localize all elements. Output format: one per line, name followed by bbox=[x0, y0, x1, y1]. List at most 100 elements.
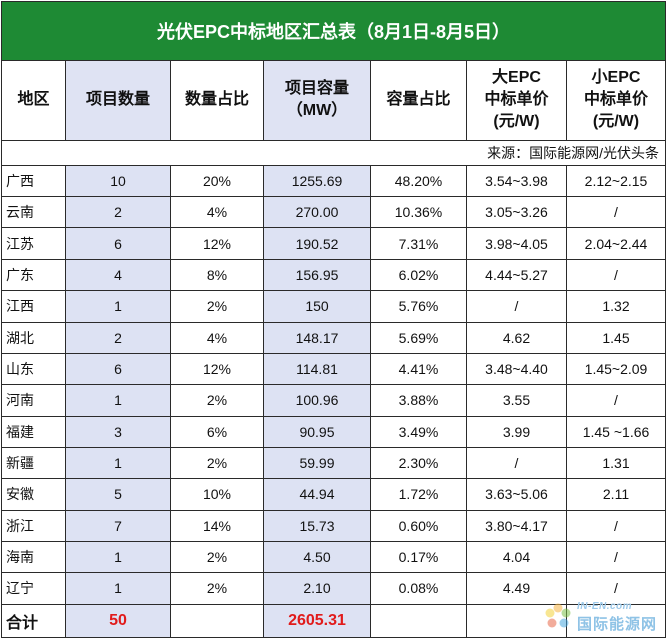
total-small-epc bbox=[566, 603, 666, 639]
header-region: 地区 bbox=[1, 59, 66, 141]
total-label: 合计 bbox=[1, 603, 66, 639]
table-row: 河南 1 2% 100.96 3.88% 3.55/ bbox=[1, 384, 666, 417]
capacity-cell: 270.00 bbox=[263, 196, 371, 229]
count-pct-cell: 12% bbox=[170, 352, 264, 386]
cap-pct-cell: 2.30% bbox=[370, 446, 467, 480]
region-cell: 海南 bbox=[1, 540, 66, 574]
table-title: 光伏EPC中标地区汇总表（8月1日-8月5日） bbox=[1, 1, 666, 61]
small-epc-price-cell: / bbox=[566, 509, 666, 542]
big-epc-price-cell: 4.49 bbox=[466, 572, 567, 605]
count-cell: 6 bbox=[65, 227, 171, 260]
count-cell: 1 bbox=[65, 446, 171, 480]
cap-pct-cell: 4.41% bbox=[370, 352, 467, 386]
small-epc-price-cell: 2.12~2.15 bbox=[566, 164, 666, 198]
capacity-cell: 100.96 bbox=[263, 384, 371, 417]
cap-pct-cell: 10.36% bbox=[370, 196, 467, 229]
cap-pct-cell: 3.88% bbox=[370, 384, 467, 417]
count-cell: 2 bbox=[65, 321, 171, 354]
count-cell: 3 bbox=[65, 415, 171, 448]
header-small-epc-line3: (元/W) bbox=[592, 113, 640, 131]
header-capacity-line2: （MW） bbox=[286, 102, 348, 120]
capacity-cell: 59.99 bbox=[263, 446, 371, 480]
small-epc-price-cell: 1.45 ~1.66 bbox=[566, 415, 666, 448]
header-big-epc-line3: (元/W) bbox=[493, 113, 540, 131]
big-epc-price-cell: 4.44~5.27 bbox=[466, 258, 567, 292]
count-cell: 1 bbox=[65, 290, 171, 323]
cap-pct-cell: 3.49% bbox=[370, 415, 467, 448]
cap-pct-cell: 6.02% bbox=[370, 258, 467, 292]
small-epc-price-cell: / bbox=[566, 258, 666, 292]
source-note: 来源：国际能源网/光伏头条 bbox=[1, 139, 666, 166]
count-pct-cell: 4% bbox=[170, 196, 264, 229]
header-small-epc-line1: 小EPC bbox=[591, 69, 641, 87]
small-epc-price-cell: 2.11 bbox=[566, 478, 666, 511]
big-epc-price-cell: 3.05~3.26 bbox=[466, 196, 567, 229]
region-cell: 湖北 bbox=[1, 321, 66, 354]
count-cell: 2 bbox=[65, 196, 171, 229]
cap-pct-cell: 1.72% bbox=[370, 478, 467, 511]
small-epc-price-cell: / bbox=[566, 384, 666, 417]
region-cell: 河南 bbox=[1, 384, 66, 417]
watermark: IN-EN.com 国际能源网 bbox=[543, 600, 661, 634]
header-big-epc-line1: 大EPC bbox=[492, 69, 541, 87]
region-cell: 辽宁 bbox=[1, 572, 66, 605]
big-epc-price-cell: 3.98~4.05 bbox=[466, 227, 567, 260]
big-epc-price-cell: / bbox=[466, 446, 567, 480]
region-cell: 新疆 bbox=[1, 446, 66, 480]
header-big-epc-line2: 中标单价 bbox=[484, 91, 549, 109]
count-pct-cell: 12% bbox=[170, 227, 264, 260]
cap-pct-cell: 5.76% bbox=[370, 290, 467, 323]
cap-pct-cell: 0.08% bbox=[370, 572, 467, 605]
big-epc-price-cell: 3.63~5.06 bbox=[466, 478, 567, 511]
capacity-cell: 114.81 bbox=[263, 352, 371, 386]
table-row: 新疆 1 2% 59.99 2.30%/1.31 bbox=[1, 446, 666, 480]
table-row: 辽宁 1 2% 2.10 0.08% 4.49/ bbox=[1, 572, 666, 605]
small-epc-price-cell: / bbox=[566, 196, 666, 229]
total-count: 50 bbox=[65, 603, 171, 639]
big-epc-price-cell: 4.62 bbox=[466, 321, 567, 354]
header-big-epc: 大EPC 中标单价 (元/W) bbox=[466, 59, 567, 141]
small-epc-price-cell: 1.32 bbox=[566, 290, 666, 323]
region-cell: 云南 bbox=[1, 196, 66, 229]
capacity-cell: 148.17 bbox=[263, 321, 371, 354]
count-cell: 6 bbox=[65, 352, 171, 386]
count-pct-cell: 20% bbox=[170, 164, 264, 198]
header-capacity-line1: 项目容量 bbox=[284, 80, 349, 98]
small-epc-price-cell: / bbox=[566, 540, 666, 574]
total-capacity: 2605.31 bbox=[263, 603, 371, 639]
watermark-cn: 国际能源网 bbox=[577, 616, 658, 633]
count-pct-cell: 2% bbox=[170, 446, 264, 480]
table-row: 海南 1 2% 4.50 0.17% 4.04/ bbox=[1, 540, 666, 574]
header-count: 项目数量 bbox=[65, 59, 171, 141]
count-pct-cell: 2% bbox=[170, 572, 264, 605]
count-cell: 10 bbox=[65, 164, 171, 198]
table-row: 山东 6 12% 114.81 4.41% 3.48~4.40 1.45~2.09 bbox=[1, 352, 666, 386]
count-pct-cell: 10% bbox=[170, 478, 264, 511]
cap-pct-cell: 7.31% bbox=[370, 227, 467, 260]
capacity-cell: 2.10 bbox=[263, 572, 371, 605]
header-cap-pct: 容量占比 bbox=[370, 59, 467, 141]
table-row: 广东 4 8% 156.95 6.02% 4.44~5.27/ bbox=[1, 258, 666, 292]
cap-pct-cell: 0.60% bbox=[370, 509, 467, 542]
region-cell: 广西 bbox=[1, 164, 66, 198]
table-row: 云南 2 4% 270.00 10.36% 3.05~3.26/ bbox=[1, 196, 666, 229]
table-row: 福建 3 6% 90.95 3.49% 3.99 1.45 ~1.66 bbox=[1, 415, 666, 448]
count-pct-cell: 8% bbox=[170, 258, 264, 292]
region-cell: 浙江 bbox=[1, 509, 66, 542]
count-cell: 4 bbox=[65, 258, 171, 292]
region-cell: 江西 bbox=[1, 290, 66, 323]
total-cap-pct bbox=[370, 603, 467, 639]
total-count-pct bbox=[170, 603, 264, 639]
small-epc-price-cell: / bbox=[566, 572, 666, 605]
capacity-cell: 44.94 bbox=[263, 478, 371, 511]
region-cell: 安徽 bbox=[1, 478, 66, 511]
table-row: 湖北 2 4% 148.17 5.69% 4.62 1.45 bbox=[1, 321, 666, 354]
watermark-en: IN-EN.com bbox=[577, 601, 633, 612]
count-pct-cell: 6% bbox=[170, 415, 264, 448]
capacity-cell: 4.50 bbox=[263, 540, 371, 574]
big-epc-price-cell: / bbox=[466, 290, 567, 323]
count-cell: 7 bbox=[65, 509, 171, 542]
table-row: 浙江 7 14% 15.73 0.60% 3.80~4.17/ bbox=[1, 509, 666, 542]
header-capacity: 项目容量 （MW） bbox=[263, 59, 371, 141]
